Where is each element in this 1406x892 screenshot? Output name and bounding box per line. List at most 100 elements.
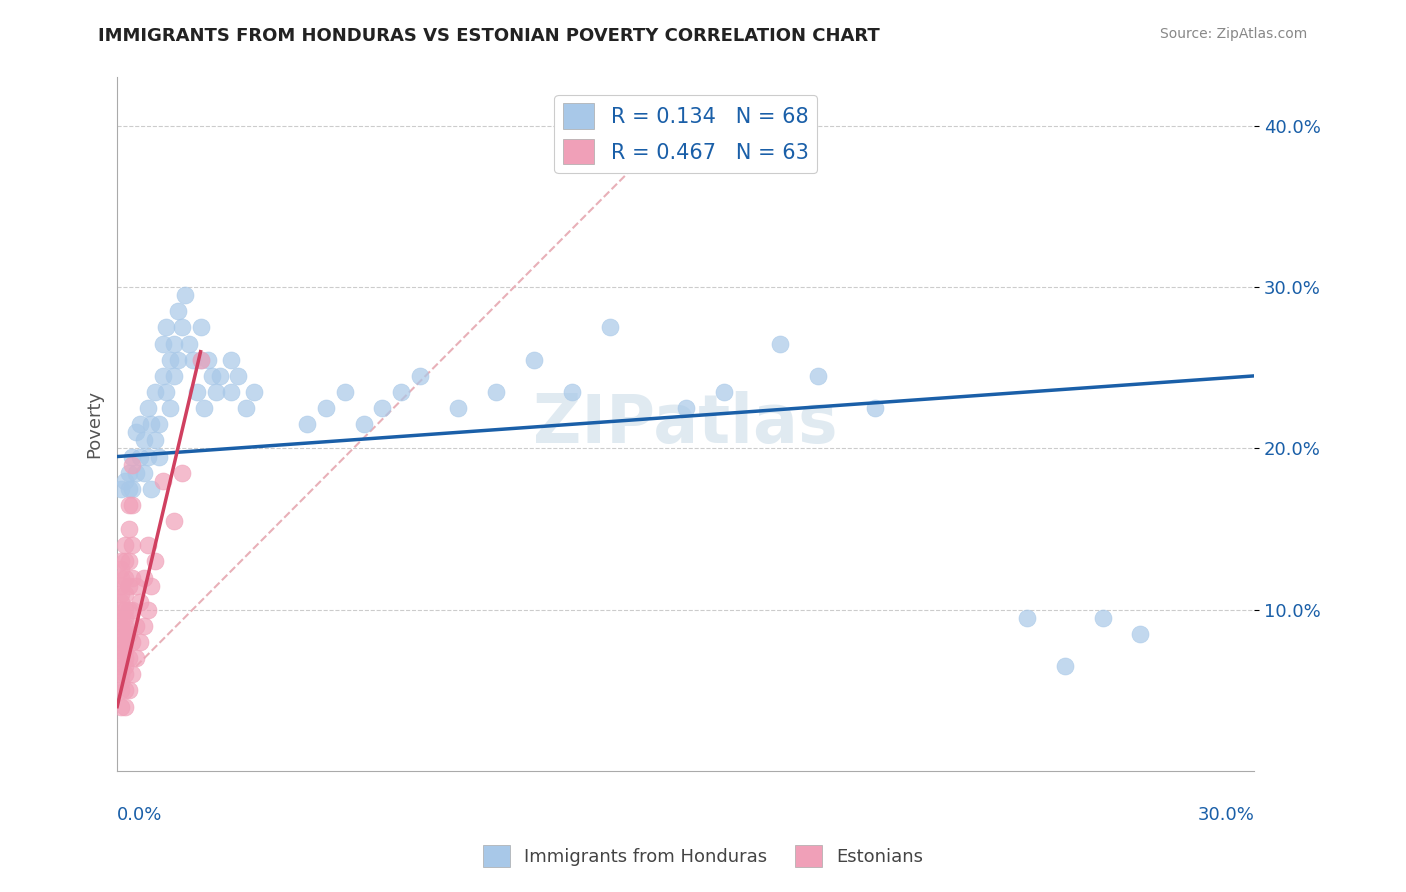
Point (114, 627, 136, 641)
Point (121, 667, 143, 681)
Point (125, 466, 148, 480)
Point (121, 498, 143, 512)
Point (136, 401, 159, 416)
Point (114, 635, 136, 649)
Point (110, 619, 132, 633)
Point (242, 384, 264, 399)
Point (186, 384, 208, 399)
Point (295, 417, 318, 432)
Point (114, 570, 136, 584)
Point (148, 417, 170, 432)
Point (125, 651, 148, 665)
Point (110, 667, 132, 681)
Point (409, 368, 432, 383)
Point (136, 603, 159, 617)
Point (117, 627, 139, 641)
Point (121, 570, 143, 584)
Point (155, 320, 177, 334)
Point (114, 659, 136, 673)
Point (769, 336, 792, 351)
Point (110, 611, 132, 625)
Point (190, 352, 212, 367)
Point (1091, 611, 1114, 625)
Point (114, 611, 136, 625)
Point (117, 579, 139, 593)
Point (523, 352, 546, 367)
Point (121, 635, 143, 649)
Point (117, 498, 139, 512)
Point (163, 336, 186, 351)
Point (114, 643, 136, 657)
Point (114, 651, 136, 665)
Point (170, 320, 193, 334)
Point (121, 603, 143, 617)
Point (201, 368, 224, 383)
Point (152, 336, 174, 351)
Point (219, 384, 242, 399)
Point (1129, 627, 1152, 641)
Point (193, 401, 215, 416)
Point (315, 401, 337, 416)
Point (170, 466, 193, 480)
Point (114, 603, 136, 617)
Point (132, 466, 155, 480)
Point (675, 401, 697, 416)
Point (391, 384, 413, 399)
Point (129, 635, 152, 649)
Point (159, 401, 181, 416)
Point (110, 603, 132, 617)
Point (166, 304, 188, 318)
Point (129, 450, 152, 464)
Point (1053, 659, 1076, 673)
Point (181, 352, 204, 367)
Point (807, 368, 830, 383)
Point (228, 368, 250, 383)
Point (190, 320, 212, 334)
Point (114, 699, 136, 714)
Point (204, 384, 226, 399)
Point (863, 401, 886, 416)
Point (599, 320, 621, 334)
Point (110, 675, 132, 690)
Point (114, 474, 136, 488)
Point (114, 554, 136, 568)
Point (208, 368, 231, 383)
Point (132, 619, 155, 633)
Point (114, 538, 136, 552)
Point (114, 667, 136, 681)
Point (143, 554, 166, 568)
Point (121, 450, 143, 464)
Point (485, 384, 508, 399)
Point (110, 554, 132, 568)
Point (121, 482, 143, 496)
Point (110, 570, 132, 584)
Point (143, 434, 166, 448)
Point (148, 450, 170, 464)
Text: 0.0%: 0.0% (117, 805, 163, 824)
Point (163, 368, 186, 383)
Point (174, 288, 197, 302)
Point (333, 384, 356, 399)
Text: IMMIGRANTS FROM HONDURAS VS ESTONIAN POVERTY CORRELATION CHART: IMMIGRANTS FROM HONDURAS VS ESTONIAN POV… (98, 27, 880, 45)
Point (117, 651, 139, 665)
Point (110, 635, 132, 649)
Point (117, 554, 139, 568)
Point (132, 434, 155, 448)
Point (121, 458, 143, 472)
Point (125, 425, 148, 440)
Point (155, 384, 177, 399)
Point (143, 384, 166, 399)
Point (110, 482, 132, 496)
Point (110, 699, 132, 714)
Point (136, 538, 159, 552)
Point (110, 579, 132, 593)
Point (713, 384, 735, 399)
Point (197, 352, 219, 367)
Point (219, 352, 242, 367)
Point (114, 683, 136, 698)
Point (136, 450, 159, 464)
Legend: Immigrants from Honduras, Estonians: Immigrants from Honduras, Estonians (475, 838, 931, 874)
Point (110, 562, 132, 576)
Point (121, 538, 143, 552)
Point (110, 595, 132, 609)
